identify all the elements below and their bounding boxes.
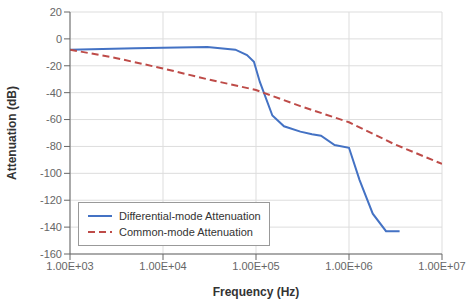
html-text:Differential-mode Attenuation: Differential-mode Attenuation: [119, 210, 261, 222]
svg-text:-100: -100: [40, 167, 62, 179]
svg-text:20: 20: [50, 6, 62, 18]
svg-text:1.00E+06: 1.00E+06: [325, 260, 372, 272]
svg-text:Frequency (Hz): Frequency (Hz): [213, 285, 300, 299]
svg-text:-140: -140: [40, 221, 62, 233]
svg-text:-20: -20: [46, 60, 62, 72]
svg-text:1.00E+05: 1.00E+05: [232, 260, 279, 272]
svg-text:-40: -40: [46, 87, 62, 99]
svg-text:1.00E+04: 1.00E+04: [139, 260, 186, 272]
svg-text:Attenuation (dB): Attenuation (dB): [8, 86, 19, 180]
svg-text:1.00E+07: 1.00E+07: [418, 260, 465, 272]
svg-text:-160: -160: [40, 248, 62, 260]
svg-text:-80: -80: [46, 140, 62, 152]
svg-text:0: 0: [56, 33, 62, 45]
svg-text:-60: -60: [46, 113, 62, 125]
svg-text:-120: -120: [40, 194, 62, 206]
svg-text:1.00E+03: 1.00E+03: [46, 260, 93, 272]
html-text:Common-mode Attenuation: Common-mode Attenuation: [119, 226, 253, 238]
